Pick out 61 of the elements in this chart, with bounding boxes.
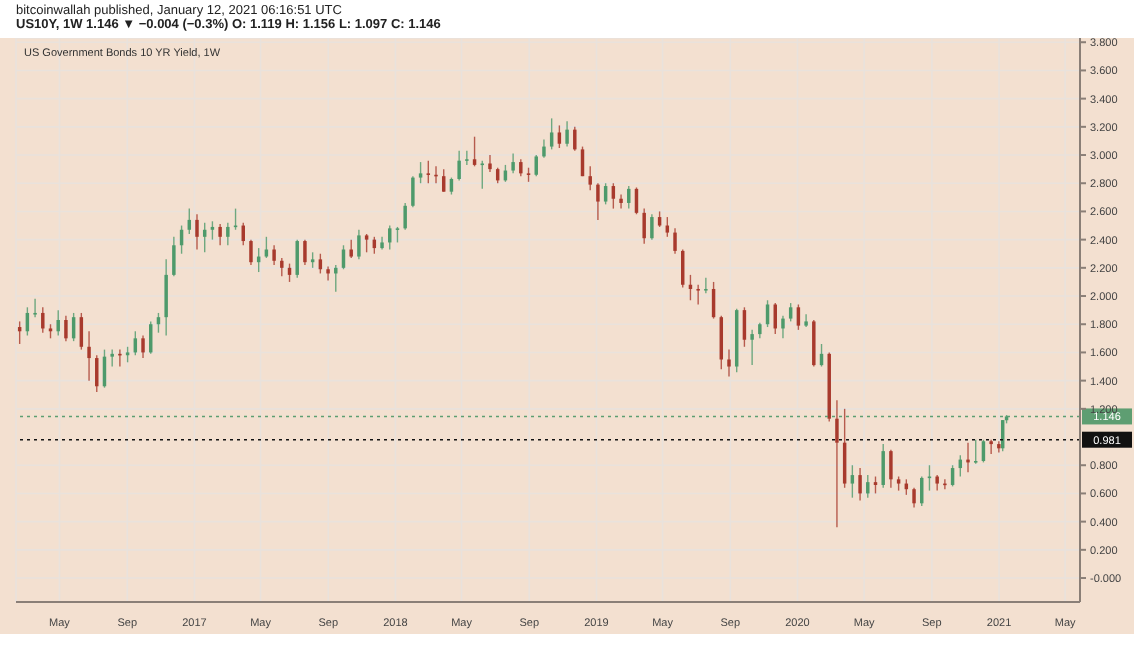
candlestick [64, 315, 68, 342]
candlestick [87, 330, 91, 382]
candlestick [781, 315, 785, 340]
candlestick [650, 213, 654, 241]
candlestick [619, 193, 623, 210]
candlestick [573, 126, 577, 152]
candlestick [596, 182, 600, 221]
candlestick [426, 159, 431, 184]
candlestick [788, 302, 793, 323]
candlestick [110, 348, 114, 368]
candlestick [411, 175, 415, 208]
candlestick [349, 238, 353, 259]
candlestick [511, 152, 515, 175]
candlestick [33, 298, 37, 318]
candlestick [850, 464, 855, 499]
candlestick [542, 138, 546, 159]
candlestick [881, 443, 885, 489]
candlestick [249, 238, 253, 266]
candlestick [280, 257, 284, 277]
candlestick [704, 277, 708, 294]
candlestick [973, 439, 978, 465]
candlestick [565, 120, 569, 148]
candlestick [465, 150, 469, 166]
candlestick [673, 227, 677, 255]
candlestick [164, 258, 168, 337]
candlestick [727, 348, 731, 378]
candlestick [403, 202, 407, 231]
candlestick [472, 136, 477, 168]
candlestick [750, 329, 754, 366]
candlestick [418, 161, 423, 184]
candlestick [642, 207, 646, 245]
candlestick [364, 233, 369, 254]
candlestick [272, 244, 276, 266]
candlestick [357, 229, 361, 261]
candlestick [226, 222, 230, 246]
candlestick [41, 306, 45, 334]
candlestick [210, 220, 215, 241]
candlestick [858, 467, 862, 502]
candlestick [141, 334, 145, 359]
candlestick [989, 439, 993, 455]
candlestick [696, 284, 700, 306]
candlestick [889, 449, 893, 489]
candlestick [912, 487, 916, 509]
candlestick [480, 159, 485, 190]
candlestick [334, 264, 338, 293]
candlestick [195, 213, 199, 251]
candlestick [218, 223, 222, 246]
candlestick [172, 236, 176, 277]
candlestick [549, 117, 554, 151]
candlestick [997, 440, 1001, 454]
candlestick [866, 474, 870, 499]
candlestick [488, 154, 492, 173]
candlestick [303, 238, 307, 266]
candlestick [588, 165, 592, 191]
candlestick [835, 399, 839, 528]
candlestick [812, 319, 816, 368]
candlestick [56, 309, 60, 337]
candlestick [326, 265, 330, 282]
candlestick [295, 238, 299, 279]
candlestick [457, 150, 461, 182]
candlestick [557, 124, 562, 149]
